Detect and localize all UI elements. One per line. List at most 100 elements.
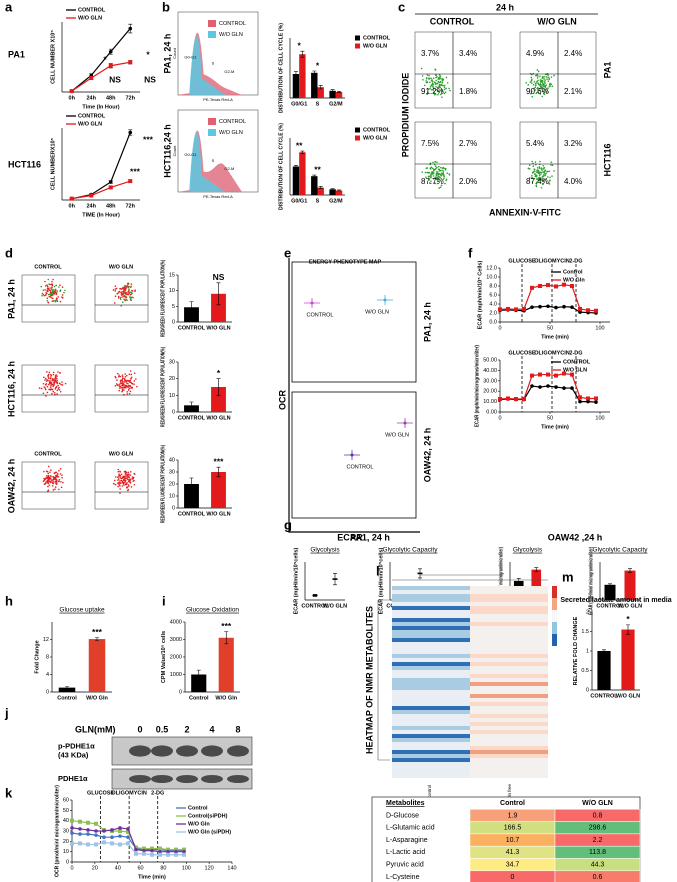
flow-event — [127, 388, 130, 391]
heat-cell — [392, 702, 470, 706]
flow-event — [127, 386, 129, 389]
heat-cell — [392, 670, 470, 674]
flow-event — [539, 79, 542, 81]
flow-event — [541, 95, 544, 98]
flow-event — [444, 91, 447, 93]
y-tick-label: 12 — [43, 637, 49, 643]
heat-cell — [470, 634, 548, 638]
flow-event — [432, 175, 435, 177]
flow-event — [435, 171, 438, 173]
error-bar — [95, 637, 99, 641]
flow-event — [445, 76, 448, 79]
flow-event — [128, 387, 131, 390]
flow-event — [57, 296, 60, 298]
y-tick-label: 0 — [172, 319, 175, 325]
event-label: GLUCOSE — [508, 258, 536, 264]
flow-event — [549, 176, 551, 179]
heat-cell — [392, 698, 470, 702]
flow-event — [536, 170, 538, 172]
flow-event — [532, 83, 535, 86]
flow-event — [432, 77, 435, 80]
point — [94, 829, 98, 833]
flow-event — [56, 375, 58, 377]
flow-event — [47, 465, 50, 468]
legend-label: Control(siPDH) — [188, 813, 228, 819]
flow-event — [543, 167, 545, 169]
flow-frame — [94, 274, 149, 323]
y-tick-label: 0 — [172, 409, 175, 415]
y-tick-label: 4 — [46, 672, 49, 678]
flow-event — [546, 170, 548, 173]
point — [530, 305, 534, 309]
flow-event — [128, 379, 130, 382]
heat-cell — [470, 626, 548, 630]
heat-cell — [470, 742, 548, 746]
flow-event — [431, 82, 434, 85]
y-axis-label: DISTRIBUTION OF CELL CYCLE (%) — [278, 123, 284, 210]
flow-event — [44, 379, 46, 381]
map-point — [403, 421, 407, 425]
y-axis-label: RED/GREEN FLUORESCENT POPULATION(%) — [160, 260, 166, 337]
flow-event — [54, 486, 57, 488]
flow-event — [436, 176, 439, 179]
x-tick-label: W/O GLN — [206, 511, 230, 517]
flow-event — [534, 161, 537, 163]
flow-event — [546, 88, 549, 91]
column-label: W/O GLN — [109, 264, 133, 270]
panel-letter: a — [5, 0, 13, 14]
flow-event — [527, 167, 530, 170]
flow-event — [131, 290, 134, 292]
flow-event — [48, 476, 51, 479]
flow-event — [433, 182, 435, 184]
flow-event — [123, 481, 125, 484]
point — [538, 304, 542, 309]
series-line — [71, 132, 131, 200]
flow-event — [548, 78, 550, 81]
column-label: Gln free — [507, 784, 512, 801]
flow-event — [114, 385, 117, 387]
flow-event — [128, 373, 131, 376]
flow-event — [55, 474, 57, 477]
flow-event — [55, 293, 58, 296]
heat-cell — [470, 738, 548, 742]
flow-event — [426, 171, 428, 174]
bar — [184, 484, 199, 508]
flow-event — [539, 93, 542, 95]
bar — [299, 152, 306, 195]
flow-event — [117, 297, 120, 299]
annotation: NS — [144, 74, 156, 84]
flow-event — [441, 84, 443, 87]
bar — [329, 90, 336, 98]
x-tick-label: 100 — [595, 325, 604, 331]
flow-event — [435, 167, 437, 170]
gate-label: G0-G1 — [184, 152, 197, 157]
flow-event — [441, 96, 443, 98]
y-axis-label: CPM Value/10⁵ cells — [161, 631, 167, 683]
significance: *** — [92, 627, 103, 637]
chart-title: Glycolytic Capacity — [383, 547, 439, 554]
flow-event — [537, 82, 540, 85]
heat-cell — [392, 586, 470, 590]
flow-event — [548, 182, 550, 184]
flow-event — [47, 278, 50, 281]
flow-event — [538, 167, 541, 169]
flow-event — [444, 182, 446, 185]
row-label: OAW42, 24 h — [6, 459, 16, 514]
heat-cell — [470, 746, 548, 750]
table-cell-text: 113.8 — [589, 849, 606, 856]
table-header: Control — [500, 800, 525, 807]
x-tick-label: S — [316, 198, 320, 204]
flow-event — [63, 291, 65, 294]
heat-cell — [392, 646, 470, 650]
flow-event — [50, 469, 52, 471]
flow-event — [439, 75, 442, 77]
y-axis-label: RED/GREEN FLUORESCENT POPULATION(%) — [160, 347, 166, 427]
error-bar — [628, 568, 632, 573]
flow-event — [543, 84, 545, 86]
flow-event — [46, 391, 49, 394]
flow-event — [531, 160, 533, 163]
legend-label: W/O GLN — [78, 121, 102, 127]
flow-event — [531, 95, 534, 98]
flow-event — [46, 290, 49, 293]
flow-event — [49, 386, 52, 388]
